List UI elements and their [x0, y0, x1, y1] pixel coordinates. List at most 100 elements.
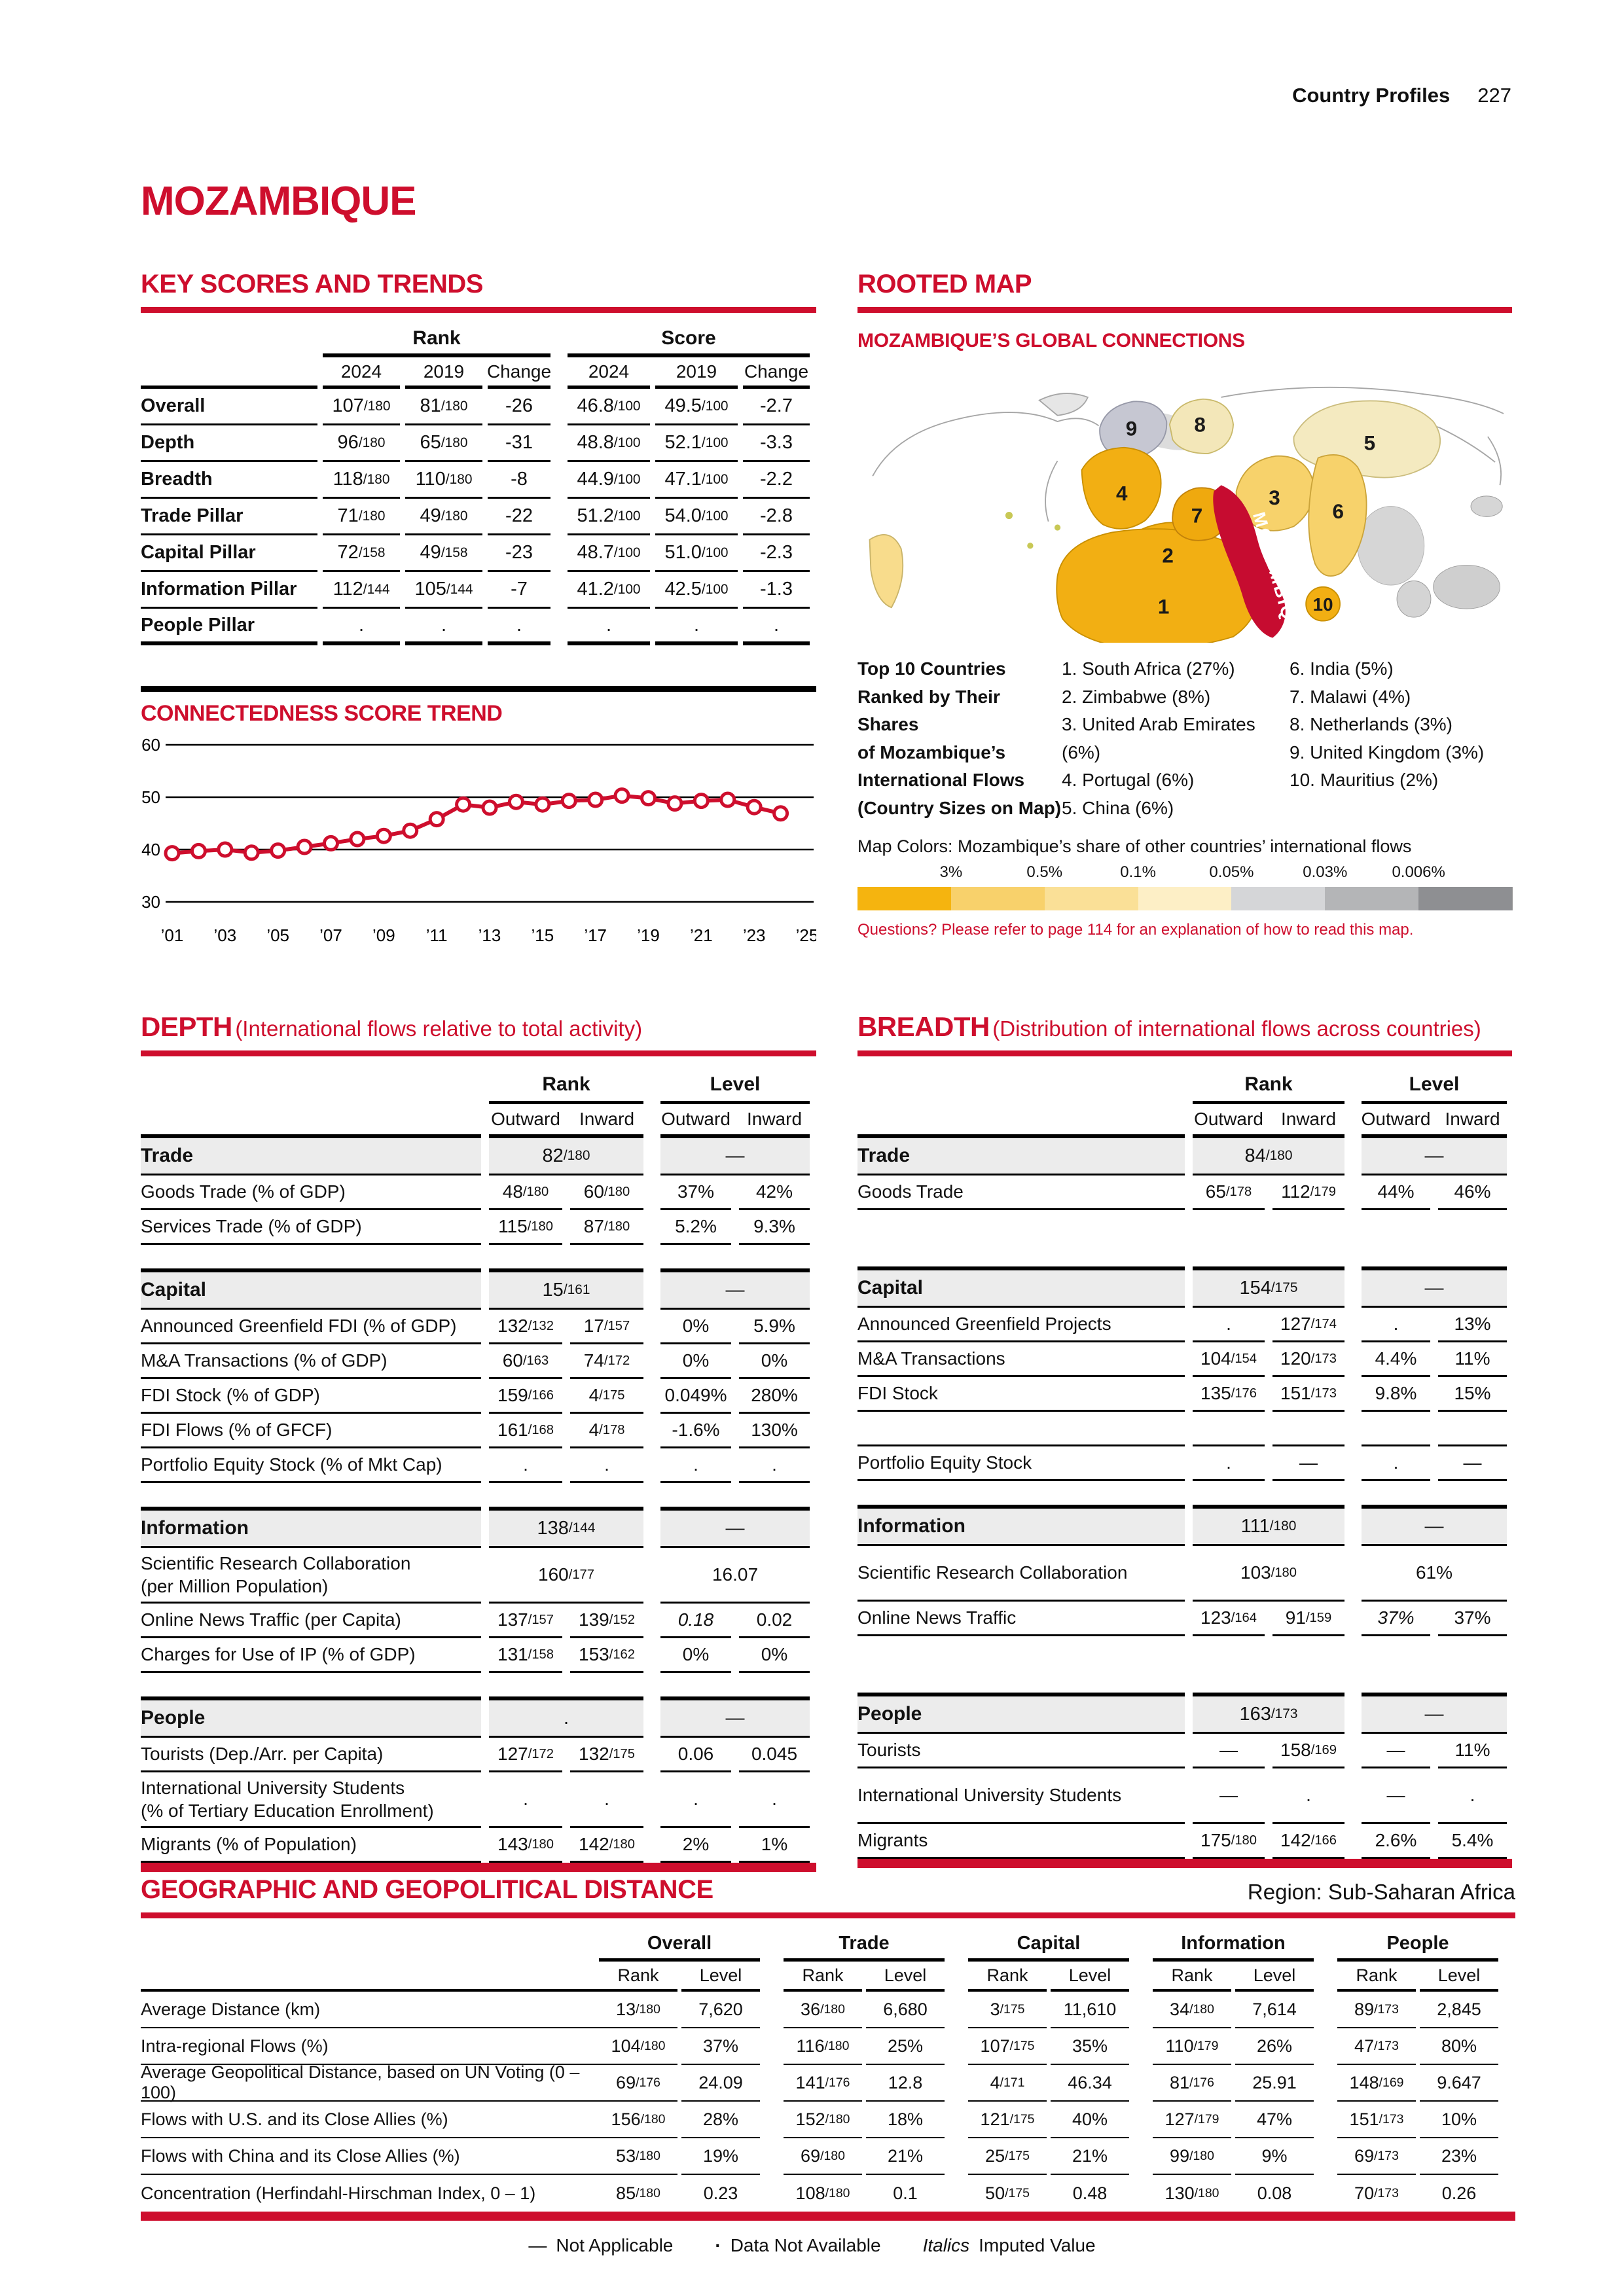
table-cell: . — [660, 1448, 731, 1483]
table-cell: 17/157 — [570, 1310, 643, 1344]
map-label-china: 5 — [1364, 432, 1376, 455]
data-not-available-label: Data Not Available — [730, 2235, 881, 2255]
breadth-bottom-rule — [857, 1859, 1512, 1868]
table-gap — [141, 1483, 810, 1507]
table-cell: 120/173 — [1272, 1342, 1344, 1377]
table-cell: 131/158 — [489, 1638, 562, 1673]
distance-rule — [141, 1912, 1515, 1918]
group-row-label: People — [857, 1693, 1185, 1734]
table-cell: 69/173 — [1337, 2138, 1416, 2175]
row-label: Charges for Use of IP (% of GDP) — [141, 1638, 481, 1673]
row-label: Goods Trade (% of GDP) — [141, 1175, 481, 1210]
table-cell: 35% — [1051, 2028, 1129, 2065]
table-cell: 99/180 — [1153, 2138, 1231, 2175]
span-level: 61% — [1362, 1546, 1507, 1602]
row-label: FDI Stock (% of GDP) — [141, 1379, 481, 1414]
row-label: Announced Greenfield FDI (% of GDP) — [141, 1310, 481, 1344]
table-cell: . — [488, 609, 550, 645]
table-cell: 123/164 — [1193, 1602, 1265, 1636]
row-label: Information Pillar — [141, 572, 317, 609]
svg-text:’15: ’15 — [531, 925, 554, 945]
table-cell: 0.26 — [1441, 2183, 1477, 2203]
group-level: — — [1362, 1505, 1507, 1546]
table-key-footer: — Not Applicable · Data Not Available Ital… — [0, 2235, 1624, 2256]
table-cell: 5.4% — [1438, 1824, 1507, 1859]
group-row-label: Trade — [857, 1134, 1185, 1175]
table-cell: 0.02 — [739, 1604, 810, 1638]
scale-label: 0.05% — [1209, 863, 1254, 882]
table-cell: 3/175 — [968, 1992, 1047, 2028]
row-label: Tourists — [857, 1734, 1185, 1768]
row-label: Goods Trade — [857, 1175, 1185, 1210]
group-level: — — [660, 1134, 810, 1175]
level-group-header: Level — [1362, 1068, 1507, 1104]
table-cell: 4.4% — [1362, 1342, 1430, 1377]
year-header-underline — [141, 357, 317, 389]
table-cell: 0.48 — [1072, 2183, 1108, 2203]
scale-label: 0.03% — [1303, 863, 1348, 882]
table-cell: . — [1362, 1308, 1430, 1342]
direction-header: Outward — [491, 1109, 560, 1129]
row-label: Tourists (Dep./Arr. per Capita) — [141, 1738, 481, 1772]
scale-segment — [1325, 887, 1420, 911]
table-cell: 42% — [739, 1175, 810, 1210]
table-cell: 0.08 — [1257, 2183, 1292, 2203]
table-cell: -26 — [488, 389, 550, 425]
map-colors-label: Map Colors: Mozambique’s share of other … — [857, 836, 1412, 857]
table-cell: 7,620 — [681, 1992, 760, 2028]
svg-text:40: 40 — [141, 840, 160, 859]
row-label: International University Students — [857, 1768, 1185, 1824]
table-cell: . — [570, 1448, 643, 1483]
table-cell: 0.1 — [893, 2183, 918, 2203]
direction-header: Inward — [579, 1109, 635, 1129]
table-cell: 5.2% — [660, 1210, 731, 1245]
table-cell: -7 — [488, 572, 550, 609]
table-cell: 81/176 — [1153, 2065, 1231, 2102]
svg-text:’19: ’19 — [637, 925, 660, 945]
table-cell: 51.0/100 — [655, 535, 738, 572]
distance-bottom-rule — [141, 2212, 1515, 2221]
level-subheader: Level — [681, 1962, 760, 1992]
map-gray-region — [1357, 506, 1425, 586]
table-cell: . — [568, 609, 650, 645]
table-cell: 0% — [660, 1310, 731, 1344]
table-cell: -23 — [488, 535, 550, 572]
table-cell: 2.6% — [1362, 1824, 1430, 1859]
table-cell: . — [1362, 1444, 1430, 1481]
table-cell: 72/158 — [323, 535, 400, 572]
group-level: — — [1362, 1693, 1507, 1734]
left-column: KEY SCORES AND TRENDS Rank Score 2024 2019 C… — [141, 270, 818, 952]
table-cell: — — [1438, 1444, 1507, 1481]
table-cell: 121/175 — [968, 2102, 1047, 2138]
depth-rule — [141, 1050, 816, 1056]
scale-segment — [857, 887, 952, 911]
scale-label: 0.006% — [1392, 863, 1445, 882]
scale-segment — [950, 887, 1045, 911]
table-cell: 53/180 — [599, 2138, 677, 2175]
breadth-section: BREADTH (Distribution of international f… — [857, 1011, 1512, 1868]
table-cell: . — [323, 609, 400, 645]
map-label-united-kingdom: 9 — [1126, 417, 1138, 440]
page-header: Country Profiles 227 — [1292, 84, 1511, 107]
distance-group-header: People — [1337, 1929, 1498, 1962]
direction-header: Inward — [1445, 1109, 1500, 1129]
map-australia-shape — [1433, 564, 1500, 609]
group-rank: . — [489, 1696, 643, 1738]
breadth-title: BREADTH — [857, 1011, 990, 1042]
table-cell: 48/180 — [489, 1175, 562, 1210]
row-label: Scientific Research Collaboration (per Mi… — [141, 1548, 481, 1604]
data-not-available-symbol: · — [715, 2235, 721, 2255]
group-row-label: Capital — [857, 1266, 1185, 1308]
group-row-label: Capital — [141, 1268, 481, 1310]
group-rank: 111/180 — [1193, 1505, 1344, 1546]
table-cell: 60/163 — [489, 1344, 562, 1379]
row-label: Flows with China and its Close Allies (%… — [141, 2138, 599, 2175]
table-cell: 46% — [1438, 1175, 1507, 1210]
table-gap — [141, 1673, 810, 1696]
level-subheader: Level — [1420, 1962, 1498, 1992]
row-label: Flows with U.S. and its Close Allies (%) — [141, 2102, 599, 2138]
svg-text:’17: ’17 — [584, 925, 607, 945]
row-label: M&A Transactions (% of GDP) — [141, 1344, 481, 1379]
table-cell: 132/132 — [489, 1310, 562, 1344]
group-rank: 163/173 — [1193, 1693, 1344, 1734]
